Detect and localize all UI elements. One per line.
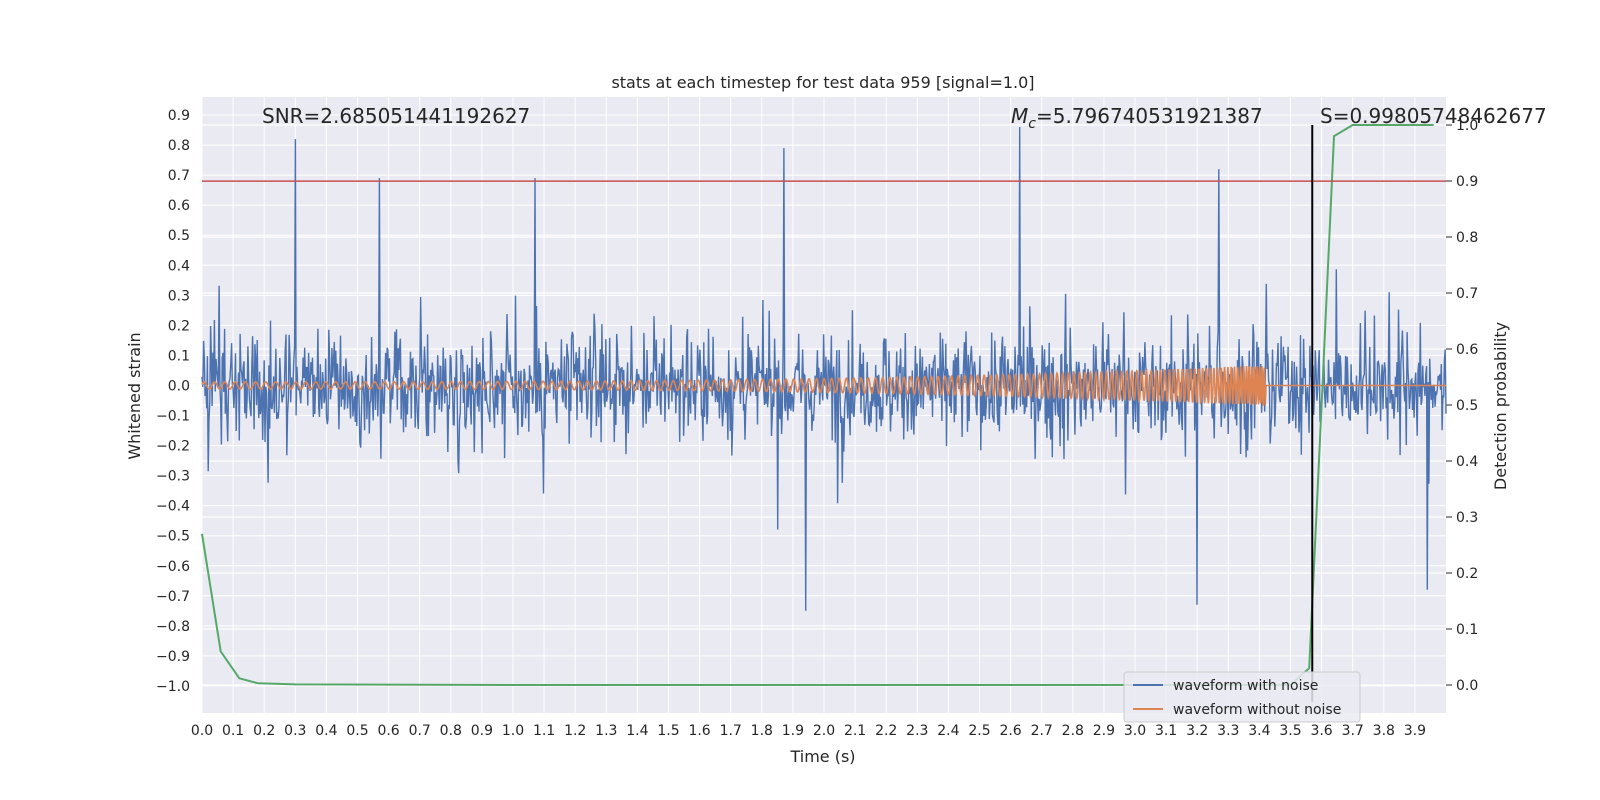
x-tick-label: 2.9 [1093, 723, 1115, 739]
x-tick-label: 0.7 [409, 723, 431, 739]
y-tick-label: −0.2 [156, 439, 190, 455]
x-tick-label: 3.5 [1279, 723, 1301, 739]
x-tick-label: 3.1 [1155, 723, 1177, 739]
y-tick-labels: 0.9 0.8 0.7 0.6 0.5 0.4 0.3 0.2 0.1 0.0 −0.1 −0.2 −0… [156, 108, 190, 695]
series-waveform-without-noise [201, 365, 1446, 406]
x-tick-label: 2.8 [1062, 723, 1084, 739]
y-tick-label: −0.4 [156, 499, 190, 515]
x-tick-label: 2.7 [1031, 723, 1053, 739]
x-tick-label: 1.1 [533, 723, 555, 739]
x-tick-label: 1.3 [595, 723, 617, 739]
x-tick-label: 0.8 [440, 723, 462, 739]
reference-lines [202, 125, 1446, 702]
mc-annotation: Mc=5.796740531921387 [1011, 104, 1263, 132]
legend-label-noise: waveform with noise [1173, 678, 1318, 694]
y2-tick-labels: 1.0 0.9 0.8 0.7 0.6 0.5 0.4 0.3 0.2 0.1 0.0 [1456, 118, 1478, 694]
y-tick-label: −0.7 [156, 589, 190, 605]
y-axis-label: Whitened strain [125, 332, 144, 459]
series-waveform-with-noise [201, 126, 1447, 611]
y-tick-label: 0.8 [168, 138, 190, 154]
y2-tick-label: 0.2 [1456, 566, 1478, 582]
y-tick-label: 0.2 [168, 318, 190, 334]
x-tick-labels: 0.0 0.1 0.2 0.3 0.4 0.5 0.6 0.7 0.8 0.9 1.0 1.1 1.2 1… [191, 723, 1426, 739]
y-tick-label: 0.4 [168, 258, 190, 274]
x-tick-label: 0.9 [471, 723, 493, 739]
y2-tick-label: 0.7 [1456, 286, 1478, 302]
y2-tick-label: 0.9 [1456, 174, 1478, 190]
grid-y [202, 114, 1446, 687]
s-annotation: S=0.99805748462677 [1320, 104, 1547, 128]
x-tick-label: 3.7 [1342, 723, 1364, 739]
y-tick-label: −0.8 [156, 619, 190, 635]
snr-annotation: SNR=2.685051441192627 [262, 104, 530, 128]
x-tick-label: 2.4 [937, 723, 959, 739]
x-tick-label: 2.1 [844, 723, 866, 739]
y-tick-label: 0.7 [168, 168, 190, 184]
x-tick-label: 0.1 [222, 723, 244, 739]
y-tick-label: 0.5 [168, 228, 190, 244]
x-tick-label: 1.9 [782, 723, 804, 739]
y-tick-label: 0.3 [168, 288, 190, 304]
x-tick-label: 0.3 [284, 723, 306, 739]
mc-value: =5.796740531921387 [1036, 104, 1263, 128]
y2-tick-label: 0.1 [1456, 622, 1478, 638]
x-tick-label: 0.6 [377, 723, 399, 739]
y-tick-label: 0.9 [168, 108, 190, 124]
x-tick-label: 3.8 [1373, 723, 1395, 739]
x-tick-label: 2.6 [999, 723, 1021, 739]
x-tick-label: 1.5 [657, 723, 679, 739]
y-tick-label: −0.3 [156, 469, 190, 485]
legend-label-clean: waveform without noise [1173, 702, 1341, 718]
x-tick-label: 2.0 [813, 723, 835, 739]
x-tick-label: 3.3 [1217, 723, 1239, 739]
mc-prefix: M [1011, 104, 1028, 128]
legend: waveform with noise waveform without noi… [1123, 671, 1361, 723]
x-tick-label: 1.6 [688, 723, 710, 739]
x-tick-label: 2.5 [968, 723, 990, 739]
mc-subscript: c [1028, 116, 1036, 132]
y2-tick-label: 0.0 [1456, 678, 1478, 694]
x-tick-label: 3.6 [1310, 723, 1332, 739]
x-tick-label: 2.3 [906, 723, 928, 739]
x-axis-label: Time (s) [789, 747, 855, 766]
x-tick-label: 2.2 [875, 723, 897, 739]
y2-tick-label: 0.4 [1456, 454, 1478, 470]
x-tick-label: 0.2 [253, 723, 275, 739]
x-tick-label: 3.2 [1186, 723, 1208, 739]
x-tick-label: 1.2 [564, 723, 586, 739]
y-tick-label: 0.1 [168, 348, 190, 364]
y2-tick-label: 0.6 [1456, 342, 1478, 358]
y2-tick-label: 1.0 [1456, 118, 1478, 134]
y-tick-label: −0.5 [156, 529, 190, 545]
y2-axis-label: Detection probability [1491, 322, 1510, 490]
chart-title: stats at each timestep for test data 959… [611, 73, 1034, 92]
y-tick-label: −0.1 [156, 409, 190, 425]
y2-tick-label: 0.8 [1456, 230, 1478, 246]
y-tick-label: −0.6 [156, 559, 190, 575]
x-tick-label: 3.0 [1124, 723, 1146, 739]
x-tick-label: 3.9 [1404, 723, 1426, 739]
y-tick-label: −1.0 [156, 679, 190, 695]
x-tick-label: 1.0 [502, 723, 524, 739]
x-tick-label: 0.0 [191, 723, 213, 739]
y-tick-label: 0.6 [168, 198, 190, 214]
x-tick-label: 0.5 [346, 723, 368, 739]
x-tick-label: 1.8 [751, 723, 773, 739]
x-tick-label: 1.4 [626, 723, 648, 739]
x-tick-label: 1.7 [720, 723, 742, 739]
x-tick-label: 3.4 [1248, 723, 1270, 739]
x-tick-label: 0.4 [315, 723, 337, 739]
y-tick-label: −0.9 [156, 649, 190, 665]
y-tick-label: 0.0 [168, 378, 190, 394]
y2-tick-label: 0.5 [1456, 398, 1478, 414]
y2-tick-label: 0.3 [1456, 510, 1478, 526]
